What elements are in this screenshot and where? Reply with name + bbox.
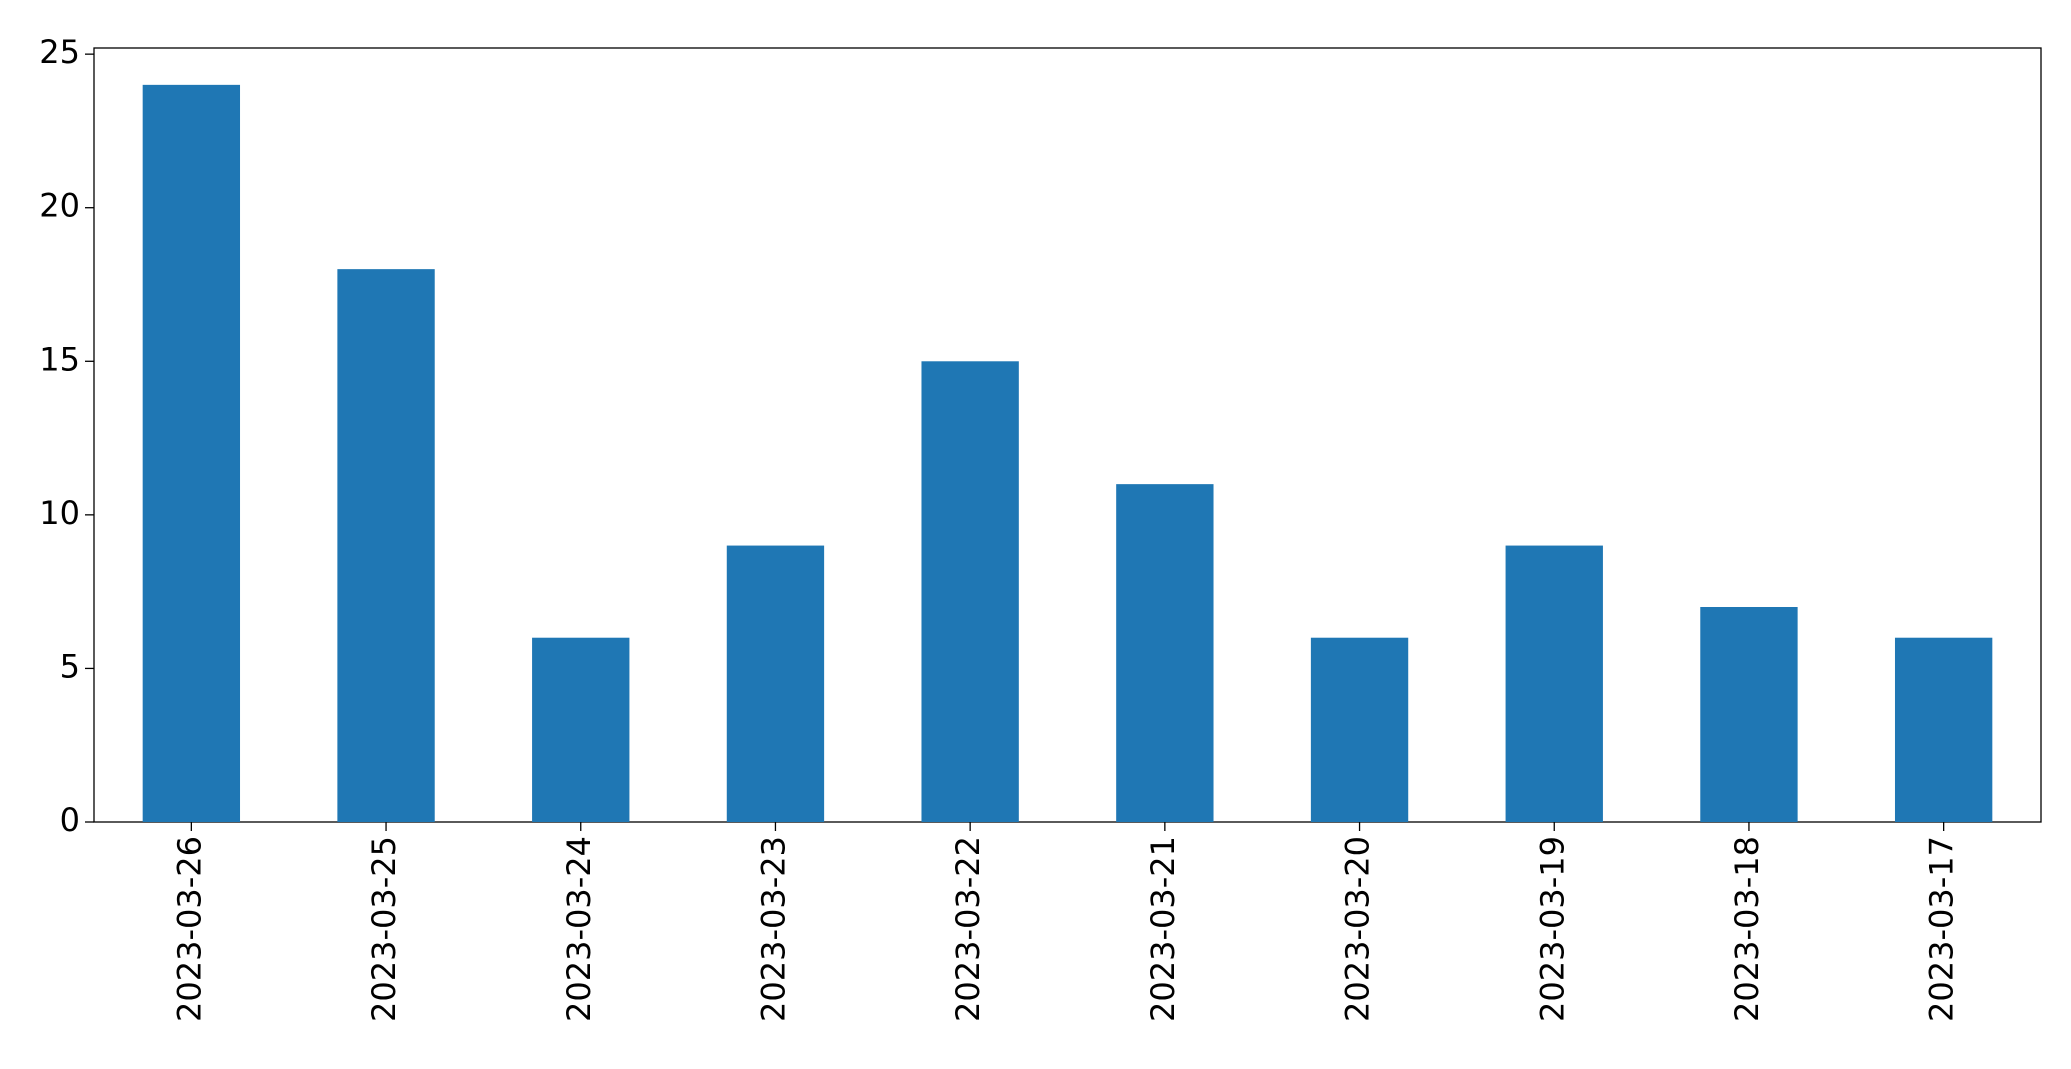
y-tick-label: 5	[60, 647, 80, 685]
bar	[726, 545, 825, 822]
x-tick-label: 2023-03-25	[365, 836, 403, 1022]
bar	[142, 84, 241, 823]
y-tick-label: 15	[39, 340, 80, 378]
x-tick-label: 2023-03-26	[170, 836, 208, 1022]
y-tick-label: 25	[39, 33, 80, 71]
x-tick-label: 2023-03-17	[1923, 836, 1961, 1022]
bar	[1505, 545, 1603, 822]
x-tick-label: 2023-03-18	[1728, 836, 1766, 1022]
bar	[1700, 607, 1798, 822]
bar	[532, 637, 630, 822]
bar	[337, 269, 435, 823]
y-tick-label: 0	[60, 801, 80, 839]
x-tick-label: 2023-03-19	[1533, 836, 1571, 1022]
bar	[1116, 484, 1214, 822]
x-tick-label: 2023-03-20	[1339, 836, 1377, 1022]
x-tick-label: 2023-03-21	[1144, 836, 1182, 1022]
bar	[921, 361, 1019, 822]
y-tick-label: 20	[39, 187, 80, 225]
y-tick-label: 10	[39, 494, 80, 532]
bar	[1894, 637, 1993, 822]
bar	[1310, 637, 1409, 822]
x-tick-label: 2023-03-24	[560, 836, 598, 1022]
x-tick-label: 2023-03-23	[754, 836, 792, 1022]
plot-frame	[93, 47, 2042, 823]
x-tick-label: 2023-03-22	[949, 836, 987, 1022]
